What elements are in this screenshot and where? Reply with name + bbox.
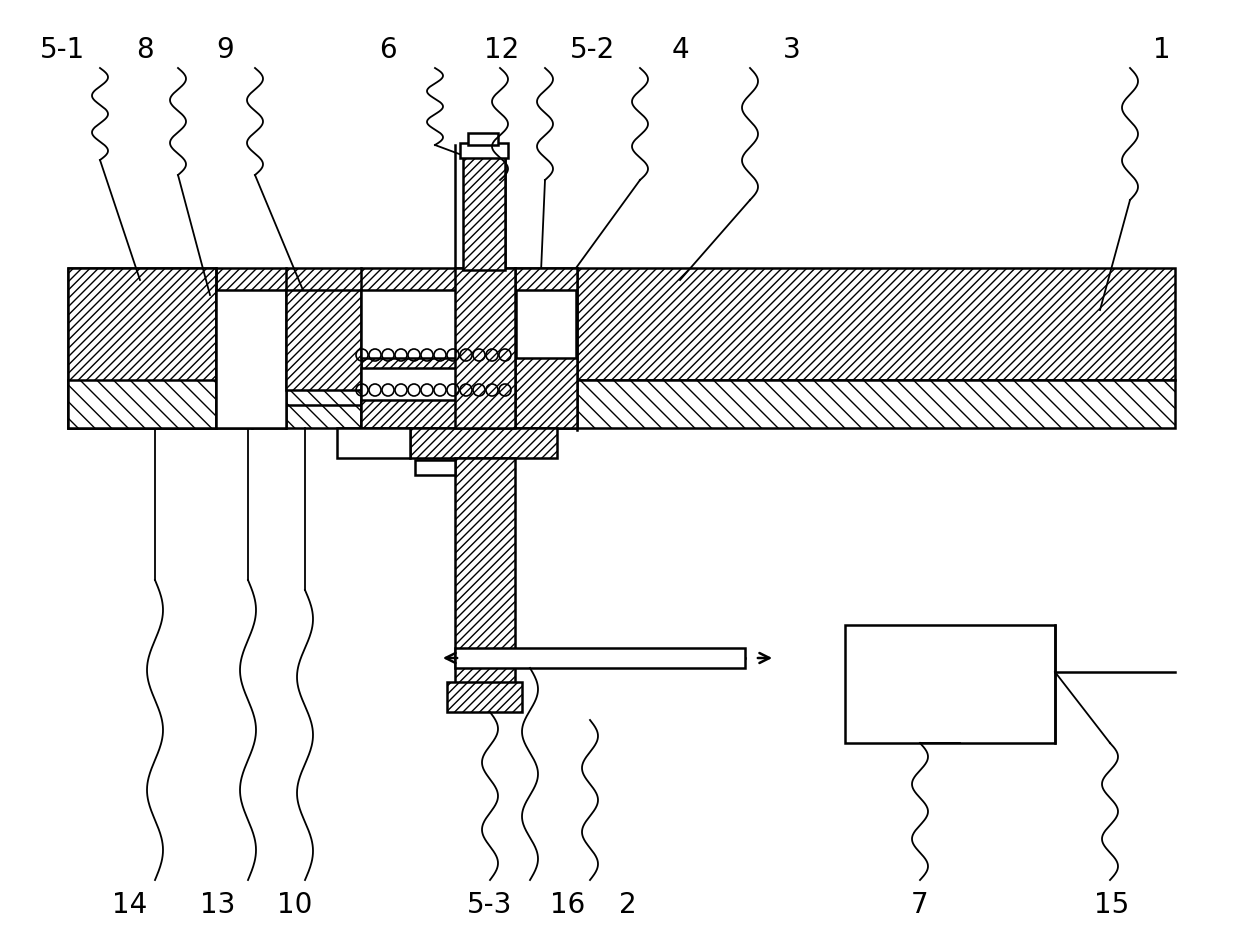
Bar: [467, 133, 498, 145]
Text: 16: 16: [551, 891, 585, 919]
Text: 5-2: 5-2: [569, 36, 615, 64]
Text: 8: 8: [136, 36, 154, 64]
Text: 7: 7: [911, 891, 929, 919]
Text: 5-1: 5-1: [40, 36, 84, 64]
Text: 4: 4: [671, 36, 688, 64]
Bar: [455, 458, 515, 688]
Text: 3: 3: [784, 36, 801, 64]
Text: 9: 9: [216, 36, 234, 64]
Bar: [68, 380, 216, 428]
Text: 13: 13: [201, 891, 236, 919]
Bar: [216, 290, 286, 428]
Bar: [460, 143, 508, 158]
Bar: [68, 268, 1176, 380]
Bar: [515, 268, 577, 428]
Bar: [361, 400, 456, 428]
Text: 6: 6: [379, 36, 397, 64]
Bar: [337, 428, 410, 458]
Bar: [516, 290, 577, 358]
Text: 12: 12: [485, 36, 520, 64]
Bar: [446, 682, 522, 712]
Bar: [463, 155, 505, 270]
Bar: [455, 648, 745, 668]
Bar: [844, 625, 1055, 743]
Bar: [410, 428, 557, 458]
Bar: [68, 380, 1176, 428]
Bar: [415, 460, 455, 475]
Bar: [68, 268, 216, 428]
Text: 10: 10: [278, 891, 312, 919]
Text: 2: 2: [619, 891, 637, 919]
Bar: [455, 268, 515, 428]
Bar: [361, 290, 461, 358]
Text: 15: 15: [1095, 891, 1130, 919]
Text: 1: 1: [1153, 36, 1171, 64]
Bar: [361, 368, 456, 428]
Text: 5-3: 5-3: [467, 891, 512, 919]
Text: 14: 14: [113, 891, 148, 919]
Bar: [286, 290, 361, 390]
